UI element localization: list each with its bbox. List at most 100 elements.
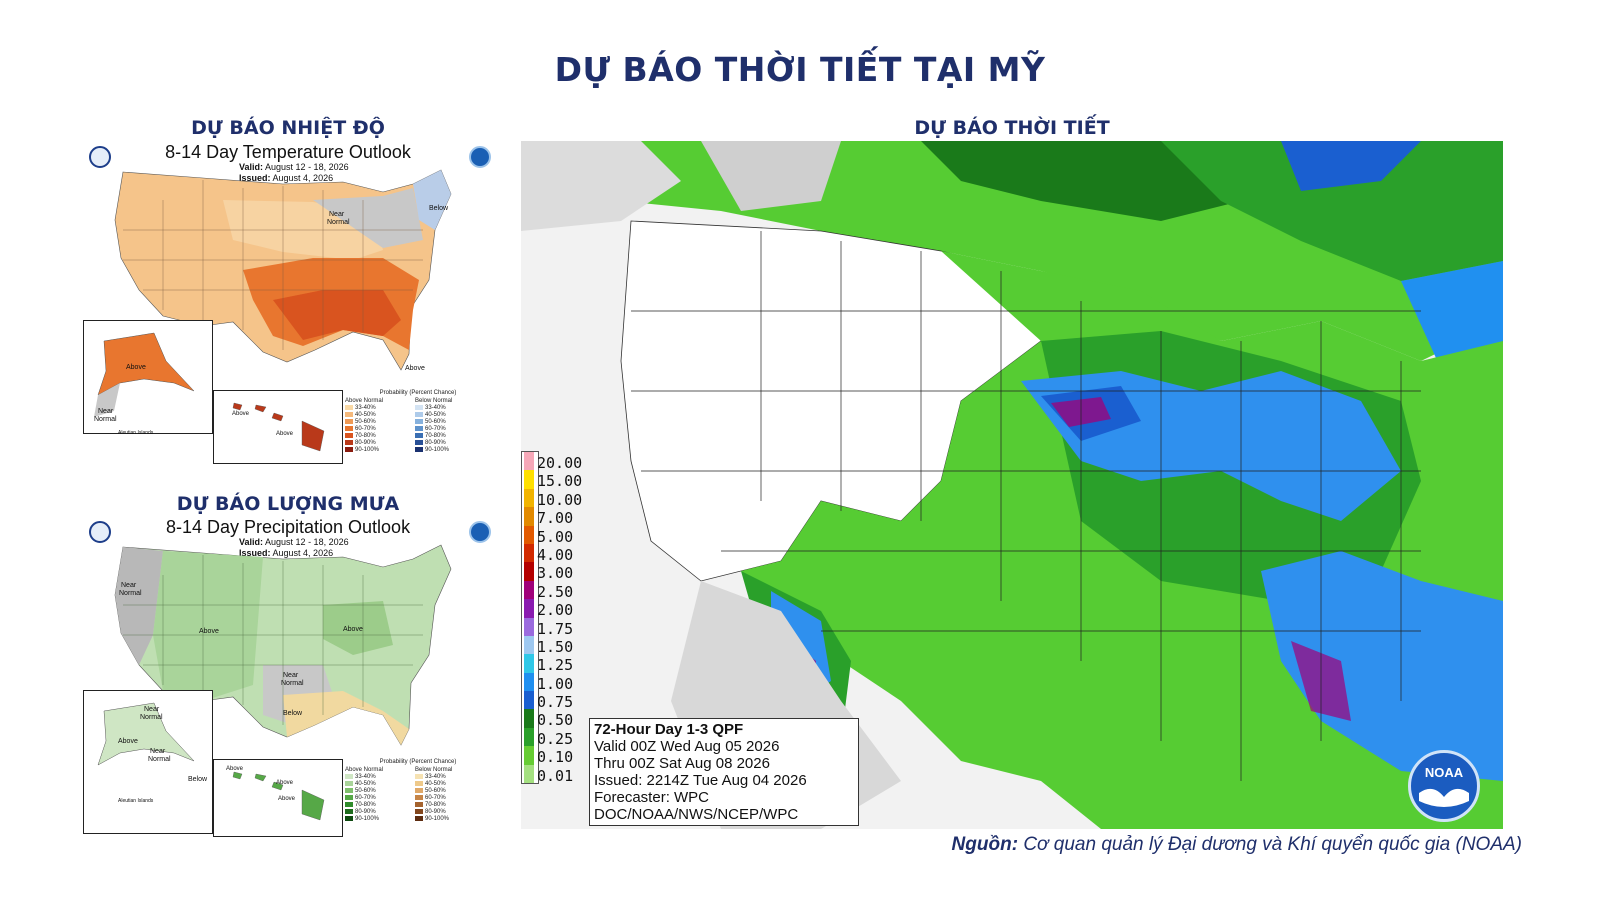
- qpf-legend-swatch: [524, 543, 534, 563]
- qpf-legend-row: 20.00: [522, 452, 582, 472]
- precip-above-legend-row: 40-50%: [345, 781, 415, 788]
- qpf-legend-swatch: [524, 635, 534, 655]
- hawaii-inset: Above Above: [213, 390, 343, 464]
- qpf-legend-row: 3.00: [522, 562, 573, 582]
- legend-swatch: [345, 795, 353, 801]
- qpf-legend-swatch: [524, 654, 534, 673]
- precipitation-legend: Probability (Percent Chance) Above Norma…: [345, 759, 491, 824]
- qpf-legend-row: 2.50: [522, 580, 573, 601]
- qpf-legend-swatch: [524, 470, 534, 489]
- legend-class-label: 33-40%: [425, 774, 446, 781]
- noaa-logo-icon: [469, 521, 491, 543]
- temp-below-legend-row: 80-90%: [415, 440, 485, 447]
- legend-swatch: [415, 419, 423, 425]
- qpf-legend-row: 7.00: [522, 507, 573, 527]
- qpf-legend-row: 4.00: [522, 543, 573, 564]
- legend-class-label: 80-90%: [355, 809, 376, 816]
- temp-above-legend-row: 80-90%: [345, 440, 415, 447]
- qpf-legend-swatch: [524, 525, 534, 544]
- precip-below-legend-row: 40-50%: [415, 781, 485, 788]
- below-normal-legend-column: Below Normal 33-40% 40-50% 50-60% 60-70% 70-…: [415, 398, 485, 455]
- qpf-legend-swatch: [524, 562, 534, 581]
- valid-label: Valid:: [239, 162, 264, 172]
- legend-swatch: [345, 816, 353, 822]
- svg-text:Above: Above: [199, 628, 219, 635]
- qpf-legend-value: 2.50: [537, 582, 574, 601]
- qpf-legend-swatch: [524, 709, 534, 728]
- legend-class-label: 70-80%: [355, 802, 376, 809]
- page-title: DỰ BÁO THỜI TIẾT TẠI MỸ: [554, 50, 1046, 89]
- qpf-legend-row: 0.25: [522, 727, 573, 748]
- svg-text:Normal: Normal: [119, 590, 142, 597]
- qpf-legend-value: 20.00: [537, 454, 583, 472]
- precip-below-legend-row: 33-40%: [415, 774, 485, 781]
- noaa-logo-icon: NOAA: [1408, 750, 1480, 822]
- precip-below-legend-row: 60-70%: [415, 795, 485, 802]
- legend-class-label: 50-60%: [425, 788, 446, 795]
- qpf-legend-row: 1.50: [522, 635, 573, 656]
- legend-swatch: [345, 433, 353, 439]
- legend-swatch: [345, 426, 353, 432]
- precip-below-legend-row: 50-60%: [415, 788, 485, 795]
- qpf-forecaster: Forecaster: WPC: [594, 789, 710, 806]
- legend-swatch: [415, 816, 423, 822]
- svg-text:Above: Above: [276, 431, 294, 437]
- qpf-info-box: 72-Hour Day 1-3 QPF Valid 00Z Wed Aug 05…: [589, 718, 859, 826]
- legend-class-label: 40-50%: [425, 412, 446, 419]
- qpf-legend-value: 1.75: [537, 619, 574, 638]
- legend-swatch: [415, 447, 423, 453]
- legend-swatch: [345, 802, 353, 808]
- qpf-box-title: 72-Hour Day 1-3 QPF: [594, 721, 744, 738]
- legend-class-label: 60-70%: [425, 795, 446, 802]
- svg-text:Above: Above: [276, 780, 294, 786]
- temperature-section-title: DỰ BÁO NHIỆT ĐỘ: [191, 117, 385, 139]
- legend-class-label: 90-100%: [425, 447, 450, 454]
- legend-swatch: [345, 774, 353, 779]
- temp-below-legend-row: 40-50%: [415, 412, 485, 419]
- svg-text:Normal: Normal: [327, 219, 350, 226]
- above-normal-legend-column: Above Normal 33-40% 40-50% 50-60% 60-70% 70-…: [345, 398, 415, 455]
- legend-class-label: 90-100%: [355, 816, 380, 823]
- svg-text:Near: Near: [98, 408, 114, 415]
- svg-text:Near: Near: [283, 672, 299, 679]
- qpf-legend-swatch: [524, 746, 534, 765]
- precip-above-legend-row: 70-80%: [345, 802, 415, 809]
- legend-class-label: 33-40%: [425, 405, 446, 412]
- precip-above-legend-row: 60-70%: [345, 795, 415, 802]
- temp-below-legend-row: 70-80%: [415, 433, 485, 440]
- issued-label: Issued:: [239, 173, 271, 183]
- qpf-issued: Issued: 2214Z Tue Aug 04 2026: [594, 772, 807, 789]
- legend-swatch: [415, 405, 423, 410]
- temp-below-legend-row: 60-70%: [415, 426, 485, 433]
- legend-class-label: 60-70%: [355, 795, 376, 802]
- qpf-legend-swatch: [524, 580, 534, 600]
- legend-swatch: [415, 802, 423, 808]
- qpf-agency: DOC/NOAA/NWS/NCEP/WPC: [594, 806, 799, 823]
- qpf-legend-value: 4.00: [537, 545, 574, 564]
- legend-class-label: 70-80%: [355, 433, 376, 440]
- noaa-seal-icon: [89, 521, 111, 543]
- svg-text:Below: Below: [283, 710, 303, 717]
- region-label-below: Below: [429, 205, 449, 212]
- qpf-legend-swatch: [524, 488, 534, 508]
- legend-class-label: 40-50%: [355, 781, 376, 788]
- temp-below-legend-row: 33-40%: [415, 405, 485, 412]
- qpf-legend-value: 0.01: [537, 766, 574, 785]
- temp-above-legend-row: 50-60%: [345, 419, 415, 426]
- qpf-legend-swatch: [524, 727, 534, 747]
- source-label: Nguồn:: [951, 834, 1019, 855]
- qpf-legend-swatch: [524, 617, 534, 636]
- precipitation-outlook-map: 8-14 Day Precipitation Outlook Valid: Au…: [83, 515, 493, 847]
- region-label-near-normal: Near: [329, 211, 345, 218]
- qpf-legend-value: 2.00: [537, 601, 574, 620]
- qpf-legend-value: 0.10: [537, 748, 574, 767]
- legend-swatch: [415, 426, 423, 432]
- svg-text:Normal: Normal: [148, 756, 171, 763]
- svg-text:Normal: Normal: [281, 680, 304, 687]
- legend-class-label: 40-50%: [425, 781, 446, 788]
- temp-below-legend-row: 90-100%: [415, 447, 485, 454]
- temp-above-legend-row: 70-80%: [345, 433, 415, 440]
- legend-swatch: [345, 781, 353, 787]
- legend-class-label: 90-100%: [355, 447, 380, 454]
- legend-class-label: 50-60%: [355, 788, 376, 795]
